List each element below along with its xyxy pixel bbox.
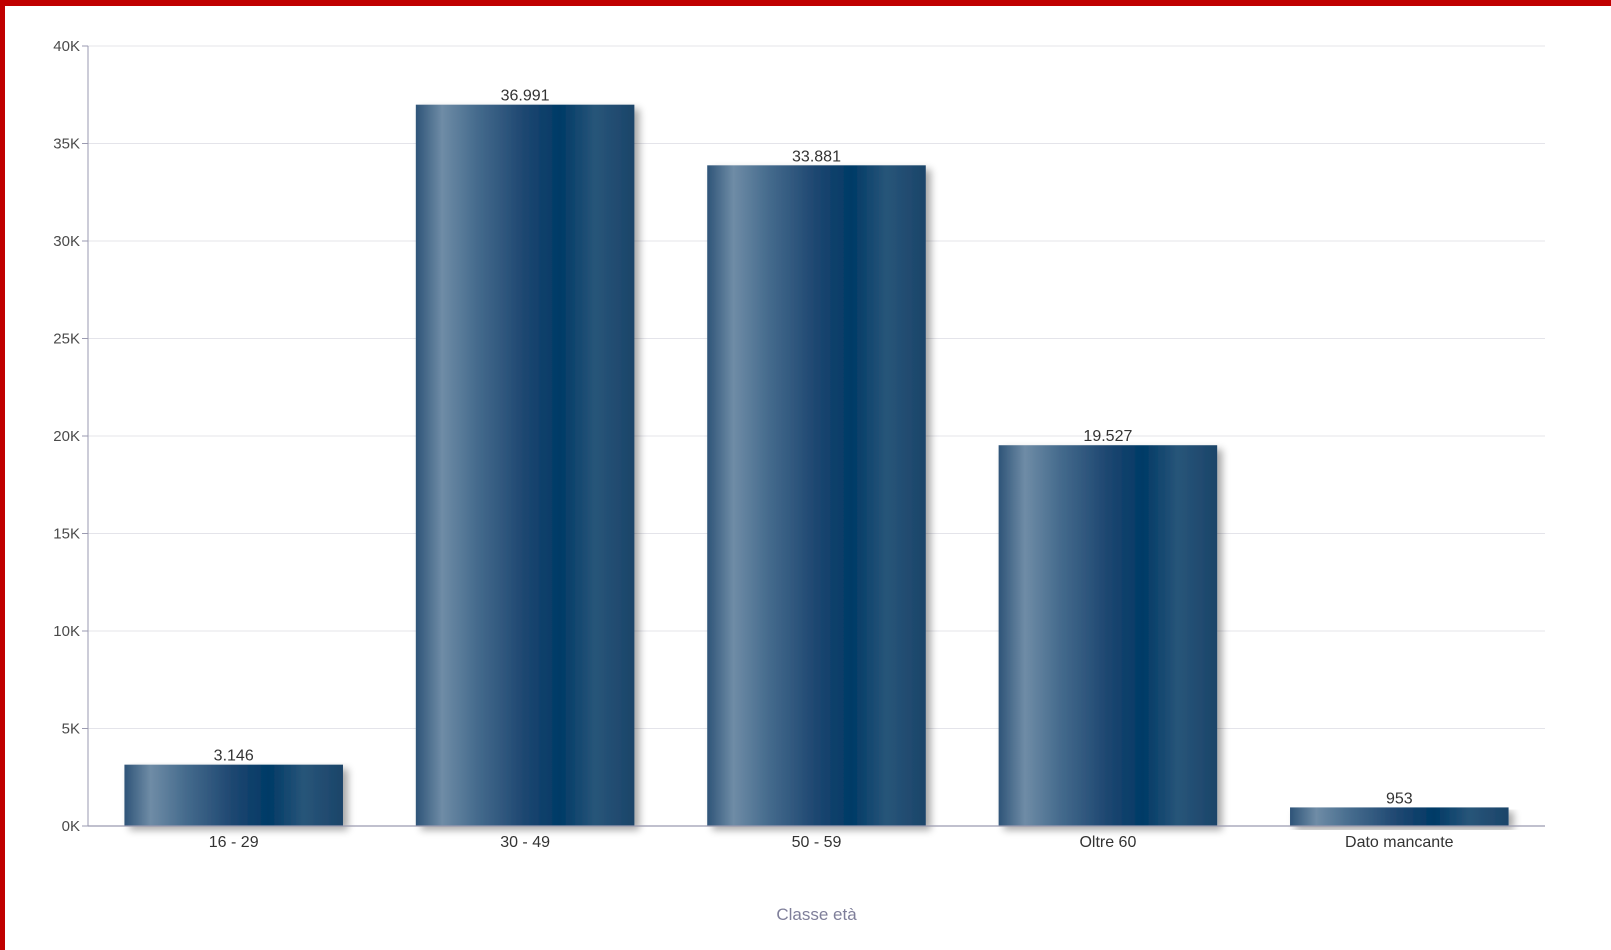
y-tick-label: 40K [53, 38, 80, 55]
y-tick-label: 20K [53, 428, 80, 445]
x-tick-label: 30 - 49 [500, 834, 550, 851]
y-tick-label: 15K [53, 526, 80, 543]
x-tick-label: Oltre 60 [1079, 834, 1136, 851]
bar [998, 445, 1218, 826]
y-tick-label: 5K [62, 721, 80, 738]
bar [1290, 807, 1509, 826]
y-axis: 0K 5K 10K 15K 20K 25K 30K 35K 40K [53, 38, 89, 835]
x-tick-label: 50 - 59 [792, 834, 842, 851]
data-label: 33.881 [792, 148, 841, 165]
y-tick-label: 10K [53, 623, 80, 640]
data-label: 36.991 [501, 88, 550, 105]
data-label: 3.146 [214, 748, 254, 765]
data-label: 953 [1386, 790, 1413, 807]
x-axis-title: Classe età [776, 905, 857, 924]
bar [415, 104, 635, 827]
x-tick-label: Dato mancante [1345, 834, 1454, 851]
bar [707, 165, 926, 826]
data-label: 19.527 [1083, 428, 1132, 445]
y-tick-label: 35K [53, 136, 80, 153]
bar [124, 764, 343, 826]
bars: 3.146 36.991 33.881 19.527 953 [124, 88, 1509, 827]
x-axis: 16 - 29 30 - 49 50 - 59 Oltre 60 Dato mancan… [88, 825, 1545, 851]
y-tick-label: 25K [53, 331, 80, 348]
y-tick-label: 30K [53, 233, 80, 250]
y-tick-label: 0K [62, 818, 80, 835]
x-tick-label: 16 - 29 [209, 834, 259, 851]
